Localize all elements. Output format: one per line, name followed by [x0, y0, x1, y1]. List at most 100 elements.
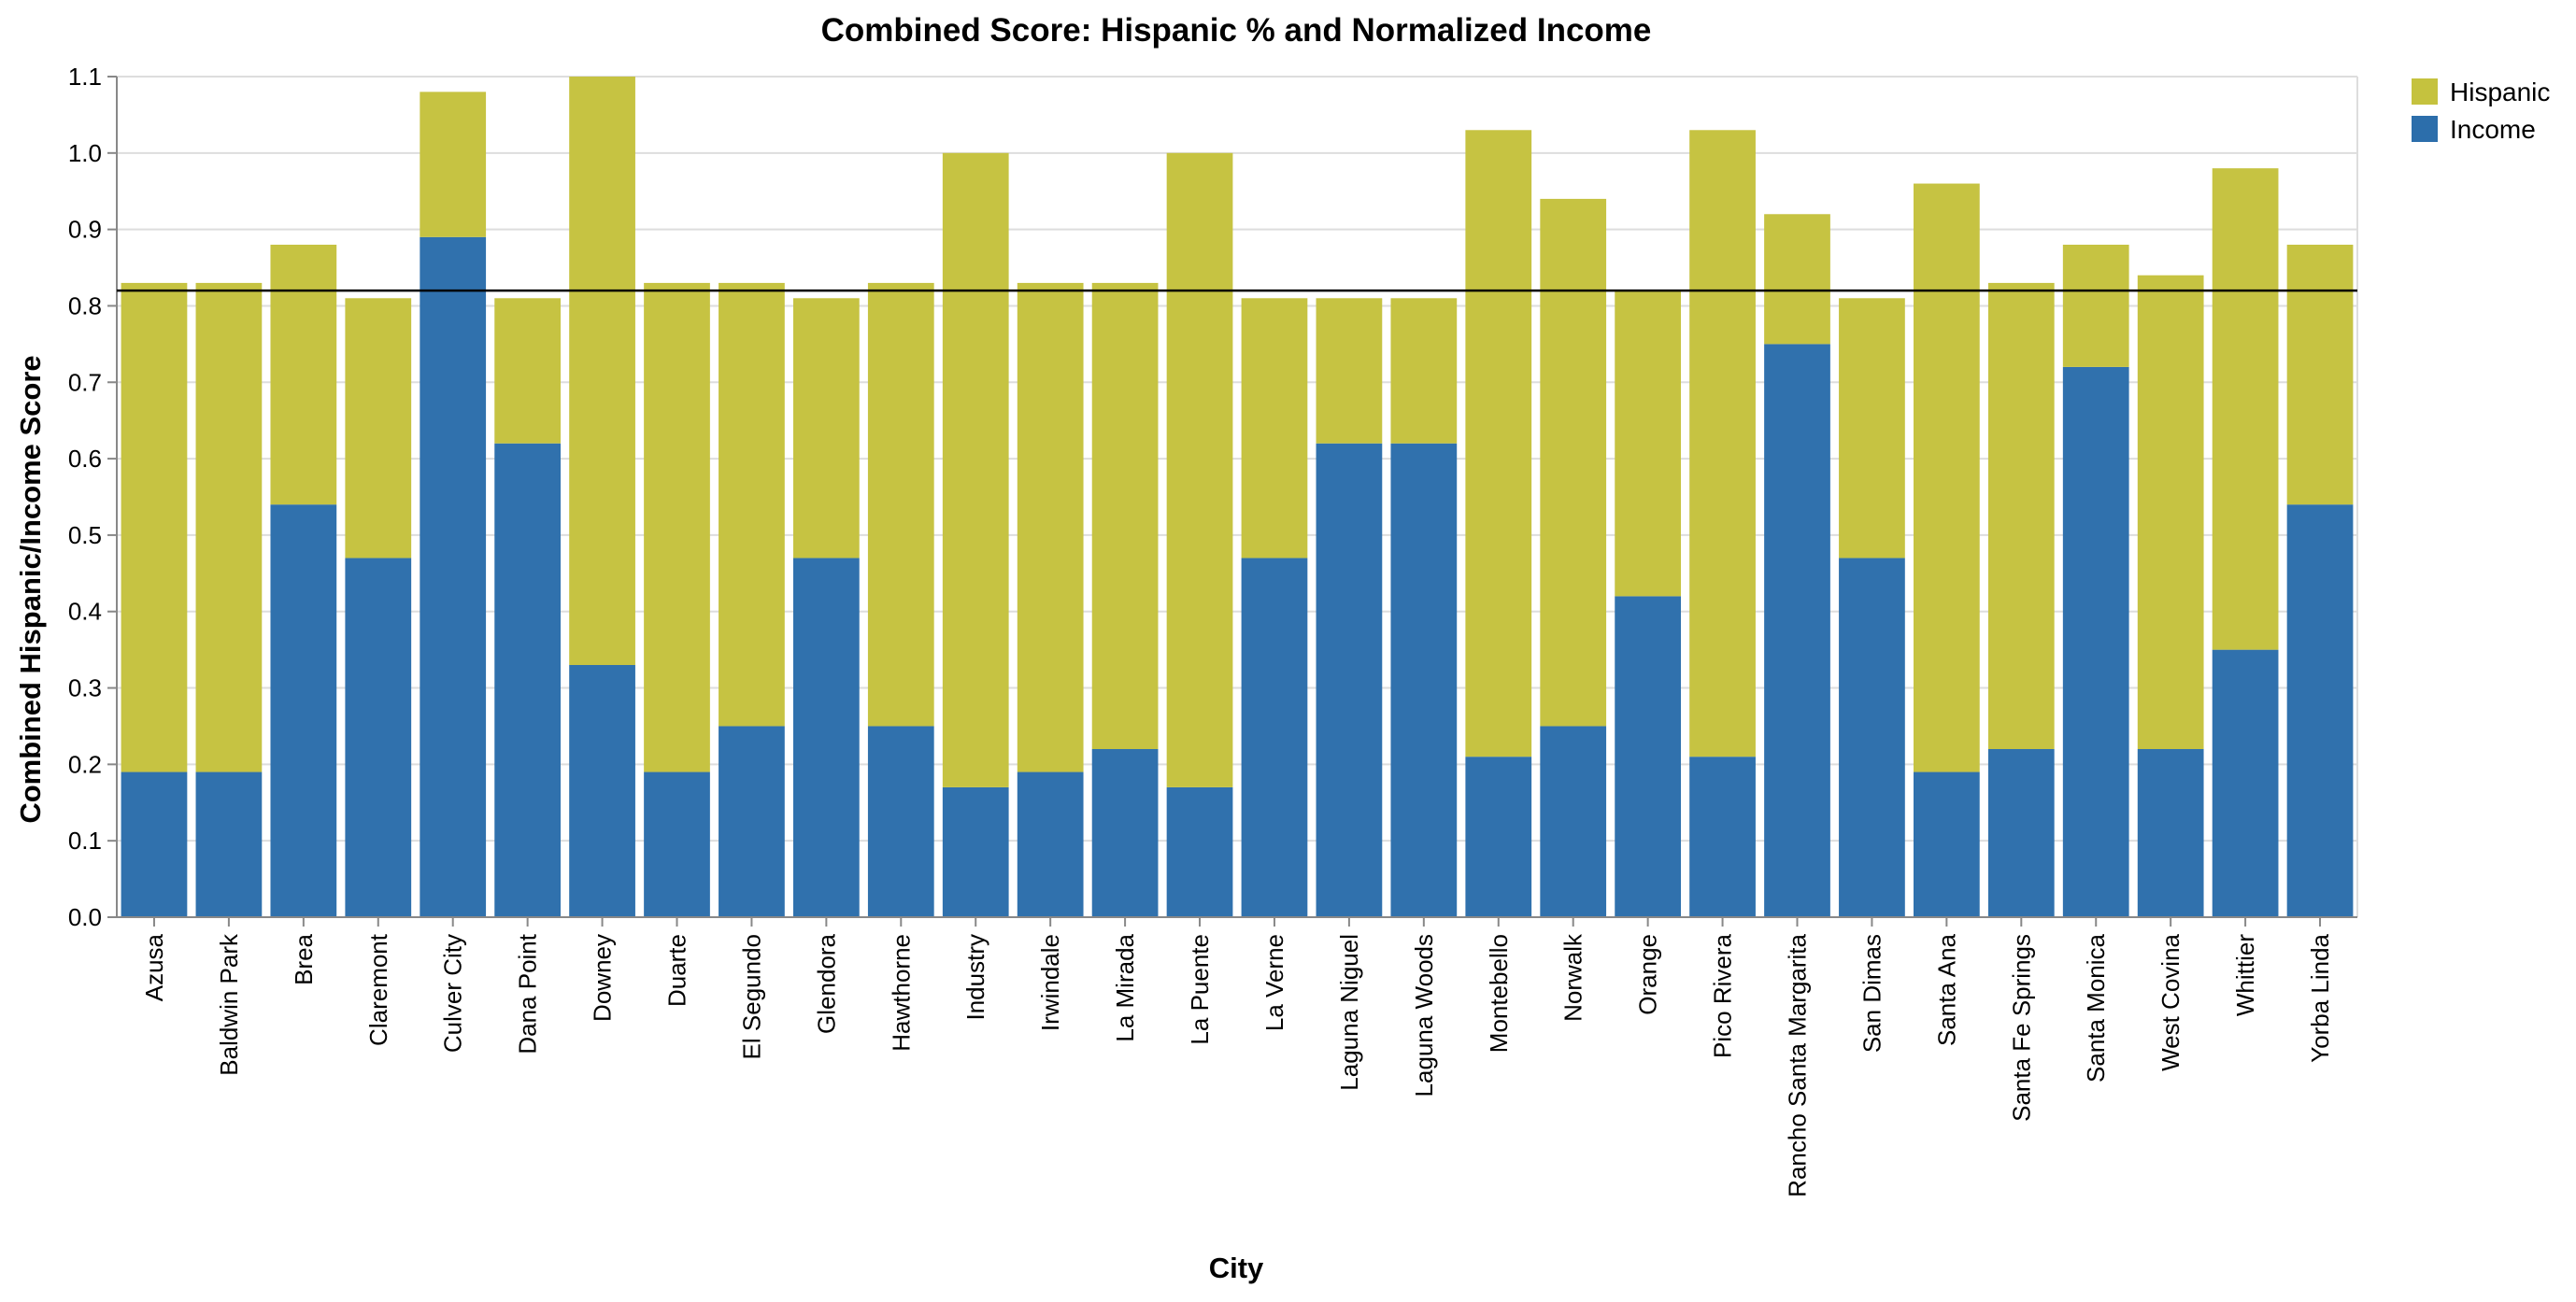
- y-tick-label: 0.1: [68, 827, 102, 855]
- bar-income-segment: [2137, 749, 2204, 917]
- bar-income-segment: [942, 786, 1009, 917]
- x-axis-title: City: [1209, 1252, 1264, 1284]
- legend-label-hispanic: Hispanic: [2450, 78, 2550, 106]
- bar-income-segment: [1987, 749, 2055, 917]
- chart-title: Combined Score: Hispanic % and Normalize…: [821, 12, 1652, 49]
- bar-income-segment: [1540, 726, 1607, 917]
- x-tick-label: Montebello: [1485, 934, 1513, 1053]
- x-tick-label: Dana Point: [514, 933, 542, 1054]
- bar-hispanic-segment: [1987, 282, 2055, 749]
- y-tick-label: 0.6: [68, 445, 102, 473]
- bar-hispanic-segment: [792, 298, 860, 559]
- legend: Hispanic Income: [2412, 78, 2550, 144]
- x-tick-label: Azusa: [140, 933, 168, 1001]
- x-tick-label: Laguna Woods: [1410, 934, 1438, 1097]
- bar-hispanic-segment: [2062, 245, 2129, 367]
- x-tick-label: Yorba Linda: [2306, 933, 2334, 1062]
- bar-hispanic-segment: [270, 245, 337, 505]
- bar-hispanic-segment: [1615, 290, 1682, 597]
- x-tick-label: La Mirada: [1111, 933, 1139, 1041]
- bar-hispanic-segment: [494, 298, 562, 444]
- bar-hispanic-segment: [1017, 282, 1084, 772]
- bar-income-segment: [867, 726, 934, 917]
- x-tick-label: Claremont: [364, 933, 392, 1046]
- x-tick-label: Glendora: [812, 933, 840, 1033]
- x-tick-label: Santa Ana: [1932, 933, 1960, 1046]
- y-tick-label: 0.8: [68, 291, 102, 319]
- bars-layer: [121, 77, 2354, 918]
- x-tick-label: Norwalk: [1559, 933, 1587, 1022]
- bar-hispanic-segment: [867, 282, 934, 727]
- x-tick-label: San Dimas: [1857, 934, 1886, 1053]
- bar-income-segment: [1091, 749, 1159, 917]
- x-tick-label: Brea: [290, 933, 318, 984]
- bar-income-segment: [2212, 649, 2279, 917]
- y-tick-label: 0.0: [68, 903, 102, 931]
- x-tick-label: Hawthorne: [887, 934, 915, 1052]
- bar-hispanic-segment: [719, 282, 785, 727]
- x-tick-label: Orange: [1634, 934, 1662, 1015]
- bar-hispanic-segment: [1839, 298, 1905, 559]
- y-tick-label: 0.5: [68, 521, 102, 549]
- bar-hispanic-segment: [1540, 198, 1607, 727]
- y-tick-label: 0.3: [68, 674, 102, 702]
- bar-hispanic-segment: [345, 298, 412, 559]
- bar-hispanic-segment: [942, 152, 1009, 787]
- bar-hispanic-segment: [1241, 298, 1308, 559]
- x-tick-label: Whittier: [2231, 934, 2259, 1016]
- bar-hispanic-segment: [2286, 245, 2354, 505]
- bar-income-segment: [1241, 558, 1308, 917]
- bar-hispanic-segment: [644, 282, 710, 772]
- y-tick-label: 0.7: [68, 368, 102, 396]
- bar-income-segment: [719, 726, 785, 917]
- x-tick-label: Laguna Niguel: [1335, 934, 1363, 1091]
- bar-income-segment: [1839, 558, 1905, 917]
- bar-income-segment: [1913, 771, 1980, 917]
- bar-income-segment: [345, 558, 412, 917]
- bar-hispanic-segment: [1913, 183, 1980, 772]
- axes-layer: 0.0 0.1 0.2 0.3 0.4 0.5 0.6 0.7 0.8 0.9 1.0 1.1 Azus…: [68, 63, 2357, 1197]
- x-tick-label: Santa Fe Springs: [2007, 934, 2035, 1122]
- bar-income-segment: [1764, 344, 1830, 917]
- y-tick-label: 1.1: [68, 63, 102, 91]
- bar-income-segment: [420, 236, 487, 917]
- bar-income-segment: [121, 771, 188, 917]
- y-axis-title: Combined Hispanic/Income Score: [14, 355, 47, 823]
- y-tick-label: 0.4: [68, 598, 102, 626]
- x-tick-label: West Covina: [2156, 933, 2185, 1070]
- bar-hispanic-segment: [1764, 214, 1830, 345]
- bar-income-segment: [1017, 771, 1084, 917]
- bar-income-segment: [1689, 757, 1756, 917]
- bar-hispanic-segment: [1465, 130, 1532, 757]
- bar-income-segment: [792, 558, 860, 917]
- y-tick-label: 0.2: [68, 750, 102, 778]
- bar-hispanic-segment: [2212, 168, 2279, 650]
- bar-income-segment: [569, 665, 635, 917]
- x-tick-label: Industry: [961, 934, 989, 1021]
- x-tick-label: El Segundo: [737, 934, 765, 1059]
- bar-hispanic-segment: [2137, 275, 2204, 749]
- x-tick-label: Downey: [589, 934, 617, 1022]
- bar-hispanic-segment: [1390, 298, 1458, 444]
- bar-income-segment: [2062, 366, 2129, 918]
- bar-income-segment: [2286, 504, 2354, 917]
- bar-income-segment: [1166, 786, 1233, 917]
- bar-income-segment: [1316, 443, 1383, 917]
- y-tick-label: 0.9: [68, 216, 102, 244]
- bar-income-segment: [1615, 596, 1682, 917]
- bar-hispanic-segment: [569, 77, 635, 665]
- x-tick-label: Santa Monica: [2082, 933, 2110, 1083]
- bar-hispanic-segment: [195, 282, 263, 772]
- x-tick-label: Culver City: [439, 934, 467, 1053]
- bar-income-segment: [270, 504, 337, 917]
- x-tick-label: Baldwin Park: [215, 933, 243, 1076]
- bar-hispanic-segment: [121, 282, 188, 772]
- bar-income-segment: [1390, 443, 1458, 917]
- x-tick-label: Rancho Santa Margarita: [1784, 933, 1812, 1196]
- x-tick-label: La Verne: [1260, 934, 1288, 1031]
- legend-label-income: Income: [2450, 115, 2536, 144]
- grid-lines: [117, 76, 2358, 918]
- bar-hispanic-segment: [420, 92, 487, 237]
- x-tick-label: Pico Rivera: [1709, 933, 1737, 1057]
